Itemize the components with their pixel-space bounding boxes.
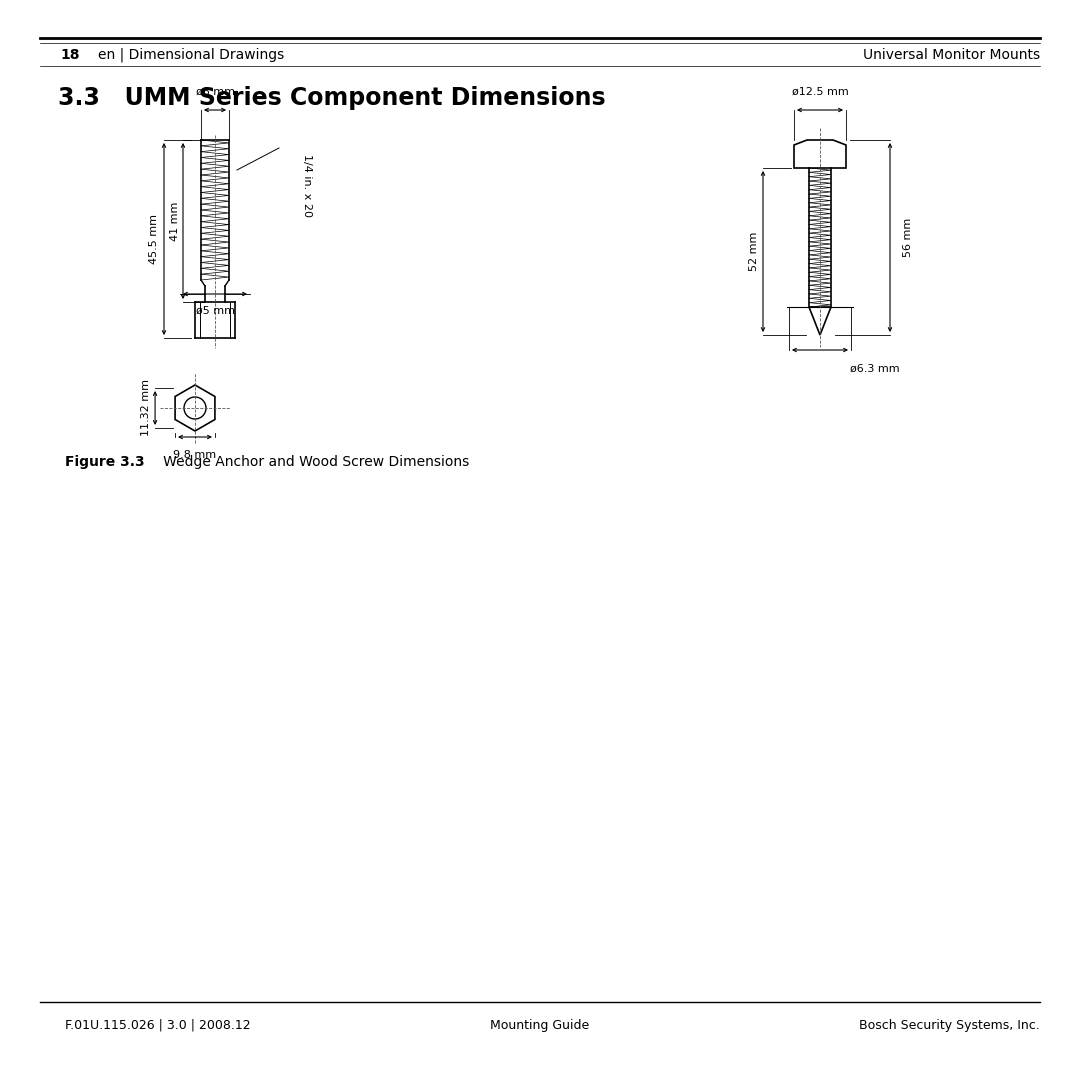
Text: en | Dimensional Drawings: en | Dimensional Drawings bbox=[98, 48, 284, 63]
Text: Wedge Anchor and Wood Screw Dimensions: Wedge Anchor and Wood Screw Dimensions bbox=[150, 455, 469, 469]
Text: Universal Monitor Mounts: Universal Monitor Mounts bbox=[863, 48, 1040, 62]
Text: 18: 18 bbox=[60, 48, 80, 62]
Text: 45.5 mm: 45.5 mm bbox=[149, 214, 159, 264]
Text: 52 mm: 52 mm bbox=[750, 232, 759, 271]
Text: ø6.3 mm: ø6.3 mm bbox=[850, 364, 900, 374]
Text: ø12.5 mm: ø12.5 mm bbox=[792, 87, 849, 97]
Text: ø6 mm: ø6 mm bbox=[195, 87, 234, 97]
Text: Figure 3.3: Figure 3.3 bbox=[65, 455, 145, 469]
Text: 41 mm: 41 mm bbox=[170, 201, 180, 241]
Text: 56 mm: 56 mm bbox=[903, 218, 913, 257]
Text: Bosch Security Systems, Inc.: Bosch Security Systems, Inc. bbox=[860, 1018, 1040, 1031]
Text: 11.32 mm: 11.32 mm bbox=[141, 379, 151, 436]
Text: 3.3   UMM Series Component Dimensions: 3.3 UMM Series Component Dimensions bbox=[58, 86, 606, 110]
Text: F.01U.115.026 | 3.0 | 2008.12: F.01U.115.026 | 3.0 | 2008.12 bbox=[65, 1018, 251, 1031]
Text: Mounting Guide: Mounting Guide bbox=[490, 1018, 590, 1031]
Text: 1/4 in. x 20: 1/4 in. x 20 bbox=[302, 153, 312, 216]
Text: ø5 mm: ø5 mm bbox=[195, 306, 234, 316]
Text: 9.8 mm: 9.8 mm bbox=[174, 450, 217, 460]
